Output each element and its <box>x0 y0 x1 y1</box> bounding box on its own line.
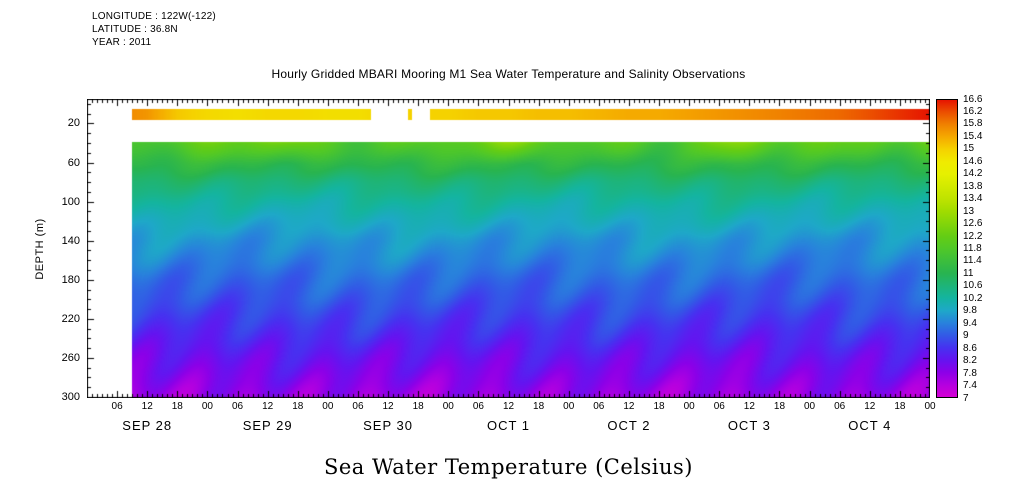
y-tick-label: 100 <box>61 195 80 208</box>
hour-tick-label: 12 <box>141 401 153 412</box>
colorbar-level-label: 15 <box>963 143 975 155</box>
hour-tick-label: 18 <box>773 401 786 412</box>
colorbar-level-label: 16.2 <box>963 105 983 117</box>
y-tick-label: 20 <box>67 117 80 130</box>
y-tick-label: 180 <box>61 273 80 286</box>
hour-tick-label: 00 <box>201 401 213 412</box>
hour-tick-label: 00 <box>442 401 454 412</box>
hour-tick-label: 12 <box>502 401 515 412</box>
colorbar-level-label: 14.6 <box>963 155 983 167</box>
date-label: OCT 2 <box>607 418 651 433</box>
date-label: SEP 29 <box>242 418 293 433</box>
date-label: OCT 3 <box>727 418 771 433</box>
y-tick-label: 140 <box>61 234 80 247</box>
latitude-label: LATITUDE : 36.8N <box>92 24 178 35</box>
hour-tick-label: 06 <box>352 401 364 412</box>
metadata-block: LONGITUDE : 122W(-122) LATITUDE : 36.8N … <box>92 10 216 49</box>
hour-tick-label: 18 <box>894 401 906 412</box>
colorbar-level-label: 9 <box>963 330 969 342</box>
colorbar-level-label: 15.4 <box>963 130 983 142</box>
longitude-label: LONGITUDE : 122W(-122) <box>92 11 216 22</box>
chart-caption: Sea Water Temperature (Celsius) <box>323 455 693 479</box>
hour-tick-label: 06 <box>834 401 846 412</box>
hour-tick-label: 18 <box>292 401 304 412</box>
hour-tick-label: 12 <box>382 401 394 412</box>
colorbar-gradient <box>936 99 958 398</box>
date-label: SEP 30 <box>363 418 413 433</box>
hour-tick-label: 00 <box>683 401 695 412</box>
hour-tick-label: 00 <box>563 401 575 412</box>
colorbar-level-label: 9.4 <box>963 317 977 329</box>
hour-tick-label: 18 <box>533 401 545 412</box>
hour-tick-label: 12 <box>743 401 755 412</box>
colorbar-level-label: 10.6 <box>963 280 983 292</box>
y-axis-title: DEPTH (m) <box>34 218 46 280</box>
hour-tick-label: 18 <box>653 401 665 412</box>
colorbar-level-label: 10.2 <box>963 292 983 304</box>
date-label: OCT 1 <box>486 418 531 433</box>
hour-tick-label: 00 <box>924 401 936 412</box>
hour-tick-label: 06 <box>111 401 123 412</box>
hour-tick-label: 00 <box>804 401 816 412</box>
colorbar-level-label: 7.4 <box>963 380 977 392</box>
colorbar-level-label: 9.8 <box>963 305 977 317</box>
colorbar-level-label: 15.8 <box>963 118 983 130</box>
colorbar-level-label: 13.4 <box>963 193 983 205</box>
y-tick-label: 220 <box>61 312 80 325</box>
year-label: YEAR : 2011 <box>92 37 152 48</box>
hour-tick-label: 06 <box>593 401 605 412</box>
temperature-heatmap-canvas <box>87 99 930 398</box>
hour-tick-label: 12 <box>262 401 274 412</box>
colorbar-level-label: 11.8 <box>963 243 982 254</box>
colorbar-level-label: 7 <box>963 392 969 404</box>
colorbar-level-label: 14.2 <box>963 168 983 180</box>
chart-title: Hourly Gridded MBARI Mooring M1 Sea Wate… <box>271 67 746 81</box>
hour-tick-label: 06 <box>231 401 244 412</box>
y-tick-label: 60 <box>67 156 80 169</box>
hour-tick-label: 06 <box>713 401 725 412</box>
hour-tick-label: 12 <box>623 401 635 412</box>
y-tick-label: 300 <box>61 391 80 404</box>
colorbar-level-label: 12.6 <box>963 218 983 230</box>
colorbar-level-label: 16.6 <box>963 93 983 105</box>
hour-tick-label: 18 <box>412 401 424 412</box>
y-tick-label: 260 <box>61 351 80 364</box>
colorbar-level-label: 13.8 <box>963 180 983 192</box>
date-label: SEP 28 <box>122 418 173 433</box>
colorbar-level-label: 7.8 <box>963 367 977 379</box>
colorbar-level-label: 8.6 <box>963 342 977 354</box>
hour-tick-label: 06 <box>472 401 484 412</box>
hour-tick-label: 18 <box>171 401 183 412</box>
date-label: OCT 4 <box>848 418 892 433</box>
colorbar-level-label: 11.4 <box>963 255 982 267</box>
hour-tick-label: 00 <box>322 401 334 412</box>
colorbar-level-label: 13 <box>963 205 975 217</box>
hour-tick-label: 12 <box>864 401 876 412</box>
colorbar-level-label: 8.2 <box>963 355 977 367</box>
colorbar-level-label: 11 <box>963 267 974 279</box>
colorbar-level-label: 12.2 <box>963 230 983 242</box>
